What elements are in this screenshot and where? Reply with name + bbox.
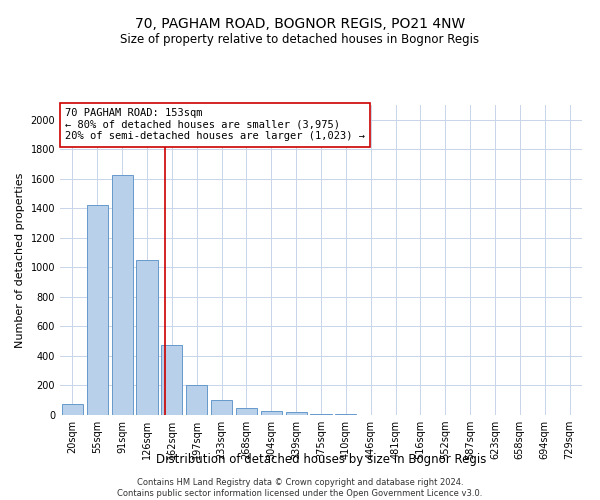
Bar — [236, 408, 257, 415]
Text: Contains HM Land Registry data © Crown copyright and database right 2024.
Contai: Contains HM Land Registry data © Crown c… — [118, 478, 482, 498]
Text: 70, PAGHAM ROAD, BOGNOR REGIS, PO21 4NW: 70, PAGHAM ROAD, BOGNOR REGIS, PO21 4NW — [135, 18, 465, 32]
Bar — [211, 400, 232, 415]
Bar — [286, 412, 307, 415]
Text: Distribution of detached houses by size in Bognor Regis: Distribution of detached houses by size … — [156, 452, 486, 466]
Bar — [112, 175, 133, 415]
Bar — [335, 414, 356, 415]
Bar — [87, 204, 108, 415]
Y-axis label: Number of detached properties: Number of detached properties — [15, 172, 25, 348]
Bar — [136, 260, 158, 415]
Bar — [186, 386, 207, 415]
Text: 70 PAGHAM ROAD: 153sqm
← 80% of detached houses are smaller (3,975)
20% of semi-: 70 PAGHAM ROAD: 153sqm ← 80% of detached… — [65, 108, 365, 142]
Bar — [261, 410, 282, 415]
Text: Size of property relative to detached houses in Bognor Regis: Size of property relative to detached ho… — [121, 32, 479, 46]
Bar — [161, 345, 182, 415]
Bar — [310, 414, 332, 415]
Bar — [62, 404, 83, 415]
